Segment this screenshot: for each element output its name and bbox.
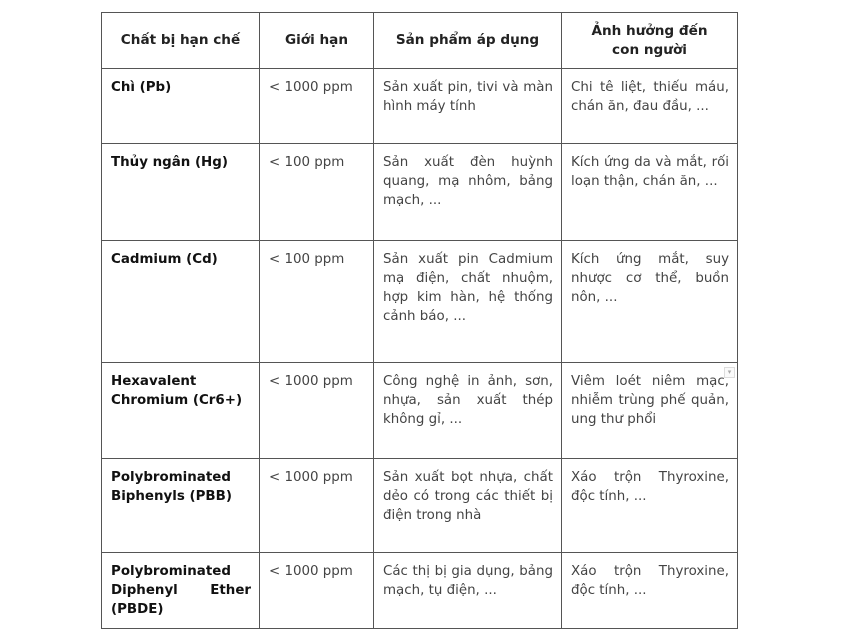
restricted-substances-table: Chất bị hạn chế Giới hạn Sản phẩm áp dụn… xyxy=(101,12,738,629)
header-limit: Giới hạn xyxy=(259,12,374,69)
products-cell: Sản xuất pin Cadmium mạ điện, chất nhuộm… xyxy=(373,240,562,363)
products-cell: Sản xuất đèn huỳnh quang, mạ nhôm, bảng … xyxy=(373,143,562,241)
effects-cell: Xáo trộn Thyroxine, độc tính, ... xyxy=(561,552,738,629)
limit-cell: < 1000 ppm xyxy=(259,362,374,459)
table-row: Thủy ngân (Hg) < 100 ppm Sản xuất đèn hu… xyxy=(101,143,738,241)
table-row: Polybrominated Diphenyl Ether (PBDE) < 1… xyxy=(101,552,738,629)
limit-cell: < 1000 ppm xyxy=(259,552,374,629)
header-effects: Ảnh hưởng đến con người xyxy=(561,12,738,69)
substance-cell: Cadmium (Cd) xyxy=(101,240,260,363)
substance-cell: Chì (Pb) xyxy=(101,68,260,144)
limit-cell: < 100 ppm xyxy=(259,143,374,241)
effects-cell: Kích ứng da và mắt, rối loạn thận, chán … xyxy=(561,143,738,241)
substance-cell: Polybrominated Biphenyls (PBB) xyxy=(101,458,260,553)
products-cell: Công nghệ in ảnh, sơn, nhựa, sản xuất th… xyxy=(373,362,562,459)
substance-cell: Thủy ngân (Hg) xyxy=(101,143,260,241)
header-substance: Chất bị hạn chế xyxy=(101,12,260,69)
header-products: Sản phẩm áp dụng xyxy=(373,12,562,69)
substance-cell: Polybrominated Diphenyl Ether (PBDE) xyxy=(101,552,260,629)
dropdown-arrow-icon[interactable]: ▾ xyxy=(724,367,735,378)
products-cell: Các thị bị gia dụng, bảng mạch, tụ điện,… xyxy=(373,552,562,629)
table-header-row: Chất bị hạn chế Giới hạn Sản phẩm áp dụn… xyxy=(101,12,738,69)
effects-cell: Xáo trộn Thyroxine, độc tính, ... xyxy=(561,458,738,553)
products-cell: Sản xuất pin, tivi và màn hình máy tính xyxy=(373,68,562,144)
effects-cell: Kích ứng mắt, suy nhược cơ thể, buồn nôn… xyxy=(561,240,738,363)
limit-cell: < 1000 ppm xyxy=(259,458,374,553)
table-row: Polybrominated Biphenyls (PBB) < 1000 pp… xyxy=(101,458,738,553)
effects-cell: Viêm loét niêm mạc, nhiễm trùng phế quản… xyxy=(561,362,738,459)
products-cell: Sản xuất bọt nhựa, chất dẻo có trong các… xyxy=(373,458,562,553)
table-row: Cadmium (Cd) < 100 ppm Sản xuất pin Cadm… xyxy=(101,240,738,363)
limit-cell: < 1000 ppm xyxy=(259,68,374,144)
effects-cell: Chi tê liệt, thiếu máu, chán ăn, đau đầu… xyxy=(561,68,738,144)
substance-cell: Hexavalent Chromium (Cr6+) xyxy=(101,362,260,459)
table-row: Chì (Pb) < 1000 ppm Sản xuất pin, tivi v… xyxy=(101,68,738,144)
table-row: Hexavalent Chromium (Cr6+) < 1000 ppm Cô… xyxy=(101,362,738,459)
limit-cell: < 100 ppm xyxy=(259,240,374,363)
